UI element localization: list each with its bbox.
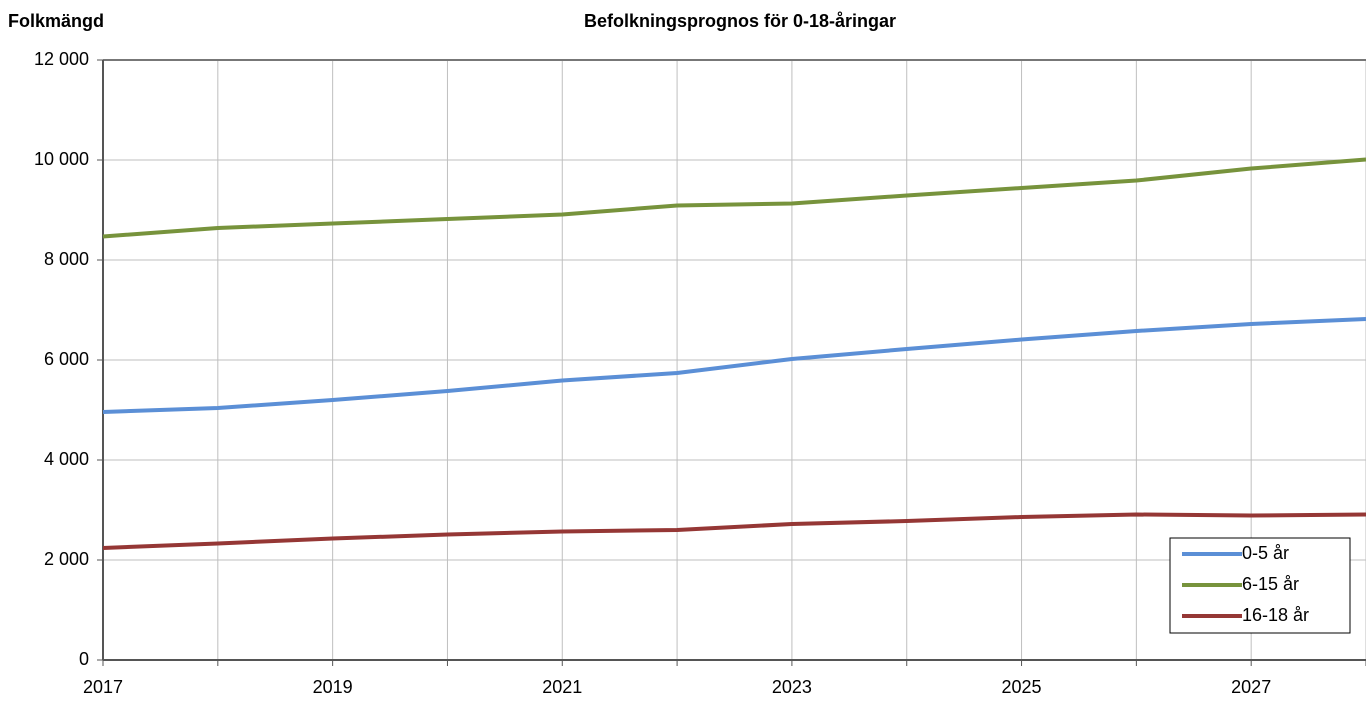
y-tick-label: 2 000 bbox=[44, 549, 89, 569]
legend-label: 16-18 år bbox=[1242, 605, 1309, 625]
x-tick-label: 2017 bbox=[83, 677, 123, 697]
chart-title: Befolkningsprognos för 0-18-åringar bbox=[584, 11, 896, 31]
y-tick-label: 6 000 bbox=[44, 349, 89, 369]
y-tick-label: 0 bbox=[79, 649, 89, 669]
y-tick-label: 8 000 bbox=[44, 249, 89, 269]
y-axis-label: Folkmängd bbox=[8, 11, 104, 31]
series-line bbox=[102, 317, 1366, 414]
x-tick-label: 2019 bbox=[313, 677, 353, 697]
y-tick-label: 4 000 bbox=[44, 449, 89, 469]
x-tick-label: 2021 bbox=[542, 677, 582, 697]
legend-label: 0-5 år bbox=[1242, 543, 1289, 563]
x-tick-label: 2023 bbox=[772, 677, 812, 697]
series-line bbox=[102, 512, 1366, 550]
x-tick-label: 2025 bbox=[1002, 677, 1042, 697]
y-tick-label: 12 000 bbox=[34, 49, 89, 69]
series-line bbox=[102, 157, 1366, 239]
y-tick-label: 10 000 bbox=[34, 149, 89, 169]
legend-label: 6-15 år bbox=[1242, 574, 1299, 594]
x-tick-label: 2027 bbox=[1231, 677, 1271, 697]
